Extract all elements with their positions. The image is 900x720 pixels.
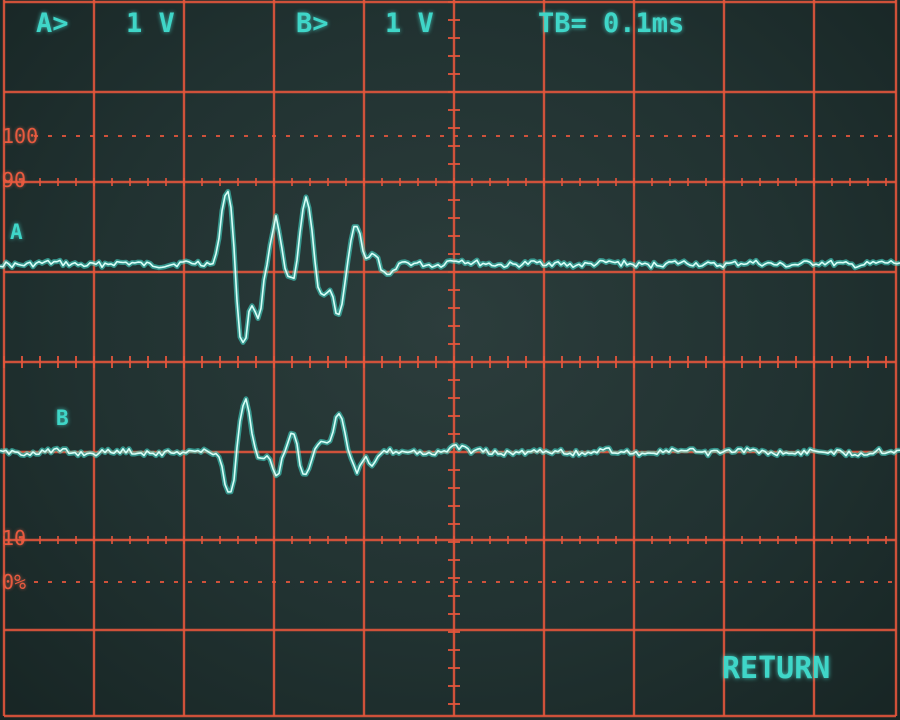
trace-b-label: B	[56, 406, 69, 430]
trace-a-label: A	[10, 220, 23, 244]
marker-10-percent: 10	[2, 526, 27, 550]
channel-b-scale: 1 V	[385, 8, 434, 39]
marker-100-percent: 100	[2, 124, 39, 148]
marker-0-percent: 0%	[2, 570, 27, 594]
channel-b-label: B>	[296, 8, 329, 39]
channel-a-label: A>	[36, 8, 69, 39]
trace-b-waveform	[0, 398, 900, 493]
marker-90-percent: 90	[2, 168, 27, 192]
trace-a-waveform	[0, 190, 900, 344]
trace-b-waveform-glow	[0, 396, 900, 495]
trace-a-waveform-glow	[0, 188, 900, 345]
trace-group	[0, 188, 900, 495]
timebase-readout: TB= 0.1ms	[538, 8, 685, 39]
channel-a-scale: 1 V	[126, 8, 175, 39]
return-button[interactable]: RETURN	[722, 651, 831, 686]
